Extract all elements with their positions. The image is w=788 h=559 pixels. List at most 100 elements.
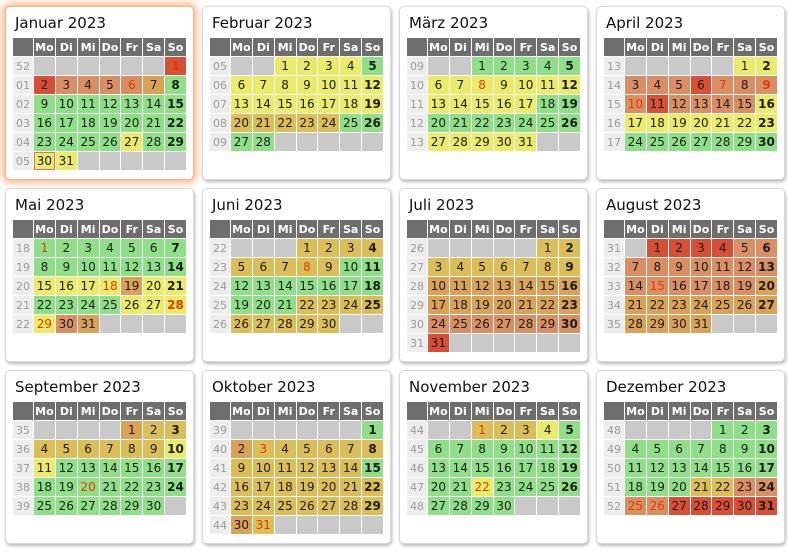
day-cell[interactable]: 4 (646, 76, 668, 94)
day-cell[interactable]: 30 (493, 497, 515, 515)
day-cell[interactable]: 21 (165, 277, 186, 295)
day-cell[interactable]: 13 (143, 258, 165, 276)
day-cell[interactable]: 9 (493, 76, 515, 94)
holiday-day-cell[interactable]: 22 (471, 478, 493, 496)
week-number[interactable]: 46 (407, 459, 427, 477)
day-cell[interactable]: 22 (362, 478, 383, 496)
day-cell[interactable]: 4 (712, 239, 734, 257)
week-number[interactable]: 17 (604, 133, 624, 151)
day-cell[interactable]: 2 (231, 440, 252, 458)
day-cell[interactable]: 24 (318, 114, 340, 132)
day-cell[interactable]: 7 (274, 258, 296, 276)
week-number[interactable]: 25 (210, 296, 230, 314)
week-number[interactable]: 35 (604, 315, 624, 333)
day-cell[interactable]: 5 (471, 258, 493, 276)
today-day-cell[interactable]: 30 (34, 152, 55, 170)
day-cell[interactable]: 8 (34, 258, 55, 276)
holiday-day-cell[interactable]: 29 (34, 315, 55, 333)
day-cell[interactable]: 20 (668, 478, 690, 496)
day-cell[interactable]: 20 (231, 114, 252, 132)
day-cell[interactable]: 22 (296, 296, 318, 314)
day-cell[interactable]: 13 (231, 95, 252, 113)
day-cell[interactable]: 31 (55, 152, 77, 170)
day-cell[interactable]: 21 (449, 478, 471, 496)
day-cell[interactable]: 23 (734, 478, 756, 496)
day-cell[interactable]: 17 (77, 277, 99, 295)
day-cell[interactable]: 30 (318, 315, 340, 333)
day-cell[interactable]: 6 (493, 258, 515, 276)
day-cell[interactable]: 11 (712, 258, 734, 276)
day-cell[interactable]: 18 (712, 277, 734, 295)
holiday-day-cell[interactable]: 25 (625, 497, 646, 515)
holiday-day-cell[interactable]: 3 (252, 440, 274, 458)
day-cell[interactable]: 16 (55, 277, 77, 295)
day-cell[interactable]: 8 (274, 76, 296, 94)
day-cell[interactable]: 23 (231, 497, 252, 515)
day-cell[interactable]: 28 (515, 315, 537, 333)
day-cell[interactable]: 4 (340, 57, 362, 75)
day-cell[interactable]: 14 (252, 95, 274, 113)
day-cell[interactable]: 18 (77, 114, 99, 132)
day-cell[interactable]: 1 (646, 239, 668, 257)
holiday-day-cell[interactable]: 28 (165, 296, 186, 314)
day-cell[interactable]: 31 (428, 334, 449, 352)
day-cell[interactable]: 4 (77, 76, 99, 94)
day-cell[interactable]: 5 (559, 421, 580, 439)
day-cell[interactable]: 1 (362, 421, 383, 439)
week-number[interactable]: 48 (407, 497, 427, 515)
day-cell[interactable]: 26 (296, 497, 318, 515)
day-cell[interactable]: 14 (690, 459, 712, 477)
week-number[interactable]: 22 (210, 239, 230, 257)
day-cell[interactable]: 27 (121, 133, 143, 151)
week-number[interactable]: 28 (407, 277, 427, 295)
day-cell[interactable]: 4 (34, 440, 55, 458)
day-cell[interactable]: 12 (734, 258, 756, 276)
day-cell[interactable]: 21 (625, 296, 646, 314)
day-cell[interactable]: 6 (143, 239, 165, 257)
day-cell[interactable]: 27 (428, 497, 449, 515)
day-cell[interactable]: 22 (646, 296, 668, 314)
day-cell[interactable]: 5 (121, 239, 143, 257)
day-cell[interactable]: 6 (756, 239, 777, 257)
day-cell[interactable]: 10 (165, 440, 186, 458)
day-cell[interactable]: 22 (165, 114, 186, 132)
day-cell[interactable]: 25 (34, 497, 55, 515)
day-cell[interactable]: 23 (493, 478, 515, 496)
day-cell[interactable]: 22 (121, 478, 143, 496)
day-cell[interactable]: 14 (165, 258, 186, 276)
day-cell[interactable]: 27 (252, 315, 274, 333)
week-number[interactable]: 16 (604, 114, 624, 132)
day-cell[interactable]: 2 (493, 57, 515, 75)
week-number[interactable]: 21 (13, 296, 33, 314)
day-cell[interactable]: 3 (340, 239, 362, 257)
day-cell[interactable]: 16 (318, 277, 340, 295)
day-cell[interactable]: 19 (121, 277, 143, 295)
holiday-day-cell[interactable]: 8 (471, 76, 493, 94)
day-cell[interactable]: 14 (99, 459, 121, 477)
day-cell[interactable]: 15 (296, 277, 318, 295)
holiday-day-cell[interactable]: 1 (34, 239, 55, 257)
week-number[interactable]: 51 (604, 478, 624, 496)
day-cell[interactable]: 7 (449, 76, 471, 94)
day-cell[interactable]: 22 (471, 114, 493, 132)
day-cell[interactable]: 11 (449, 277, 471, 295)
day-cell[interactable]: 19 (559, 95, 580, 113)
day-cell[interactable]: 9 (559, 258, 580, 276)
day-cell[interactable]: 6 (318, 440, 340, 458)
day-cell[interactable]: 3 (165, 421, 186, 439)
day-cell[interactable]: 26 (231, 315, 252, 333)
day-cell[interactable]: 9 (296, 76, 318, 94)
day-cell[interactable]: 22 (274, 114, 296, 132)
day-cell[interactable]: 20 (756, 277, 777, 295)
day-cell[interactable]: 27 (690, 133, 712, 151)
day-cell[interactable]: 20 (428, 114, 449, 132)
day-cell[interactable]: 5 (99, 76, 121, 94)
day-cell[interactable]: 9 (668, 258, 690, 276)
day-cell[interactable]: 25 (274, 497, 296, 515)
day-cell[interactable]: 21 (274, 296, 296, 314)
day-cell[interactable]: 5 (668, 76, 690, 94)
day-cell[interactable]: 20 (493, 296, 515, 314)
week-number[interactable]: 24 (210, 277, 230, 295)
day-cell[interactable]: 2 (143, 421, 165, 439)
day-cell[interactable]: 23 (559, 296, 580, 314)
